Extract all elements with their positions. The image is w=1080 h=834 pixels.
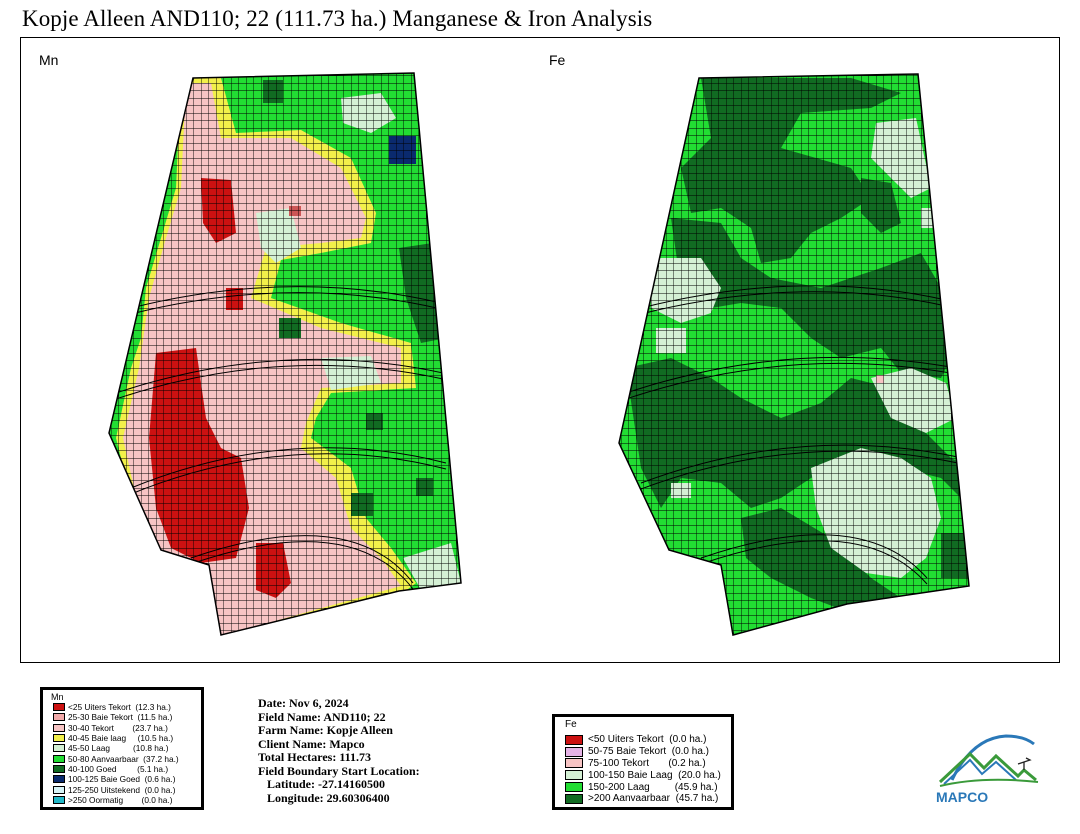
mn-legend-item: 40-100 Goed (5.1 ha.) xyxy=(53,764,179,774)
mn-swatch xyxy=(53,754,65,763)
fe-swatch xyxy=(565,746,583,757)
info-latitude: Latitude: -27.14160500 xyxy=(258,777,385,791)
mn-field-boundary xyxy=(108,72,462,636)
mn-legend-rows: <25 Uiters Tekort (12.3 ha.) 25-30 Baie … xyxy=(53,702,179,805)
info-total-hectares: Total Hectares: 111.73 xyxy=(258,750,371,764)
page-title: Kopje Alleen AND110; 22 (111.73 ha.) Man… xyxy=(22,6,653,31)
info-boundary-start: Field Boundary Start Location: xyxy=(258,763,420,778)
fe-swatch xyxy=(565,734,583,745)
mn-legend: Mn <25 Uiters Tekort (12.3 ha.) 25-30 Ba… xyxy=(40,687,204,810)
fe-legend-item: 50-75 Baie Tekort (0.0 ha.) xyxy=(565,746,721,758)
info-field-name: Field Name: AND110; 22 xyxy=(258,709,386,724)
mn-map xyxy=(108,72,970,636)
fe-legend-item: 150-200 Laag (45.9 ha.) xyxy=(565,781,721,793)
fe-swatch xyxy=(565,758,583,769)
mn-swatch xyxy=(53,713,65,722)
mn-swatch xyxy=(53,744,65,753)
mn-legend-item: 50-80 Aanvaarbaar (37.2 ha.) xyxy=(53,753,179,764)
mn-swatch xyxy=(53,734,65,743)
fe-swatch xyxy=(565,782,583,793)
fe-legend-item: 75-100 Tekort (0.2 ha.) xyxy=(565,758,721,770)
mn-legend-item: <25 Uiters Tekort (12.3 ha.) xyxy=(53,702,179,712)
mn-swatch xyxy=(53,764,65,773)
fe-field-boundary xyxy=(618,73,970,636)
mn-legend-item: 25-30 Baie Tekort (11.5 ha.) xyxy=(53,712,179,722)
info-longitude: Longitude: 29.60306400 xyxy=(258,790,390,805)
mn-legend-item: 30-40 Tekort (23.7 ha.) xyxy=(53,723,179,733)
fe-legend-item: 100-150 Baie Laag (20.0 ha.) xyxy=(565,769,721,781)
fe-swatch xyxy=(565,793,583,804)
mn-swatch xyxy=(53,775,65,784)
mn-legend-item: >250 Oormatig (0.0 ha.) xyxy=(53,795,179,805)
fe-legend: Fe <50 Uiters Tekort (0.0 ha.) 50-75 Bai… xyxy=(552,714,734,810)
fe-tramlines xyxy=(625,285,964,585)
mn-legend-item: 45-50 Laag (10.8 ha.) xyxy=(53,743,179,753)
fe-legend-rows: <50 Uiters Tekort (0.0 ha.) 50-75 Baie T… xyxy=(565,734,721,805)
fe-legend-item: >200 Aanvaarbaar (45.7 ha.) xyxy=(565,793,721,805)
fe-map-label: Fe xyxy=(549,52,566,68)
mn-legend-item: 100-125 Baie Goed (0.6 ha.) xyxy=(53,774,179,784)
mn-legend-item: 125-250 Uitstekend (0.0 ha.) xyxy=(53,784,179,795)
mn-tramlines xyxy=(115,286,447,590)
fe-zones xyxy=(619,74,969,635)
fe-swatch xyxy=(565,770,583,781)
mn-map-label: Mn xyxy=(39,52,59,68)
mn-zones xyxy=(109,73,461,635)
field-info: Date: Nov 6, 2024 Field Name: AND110; 22… xyxy=(258,696,420,805)
fe-legend-title: Fe xyxy=(565,719,577,730)
info-client-name: Client Name: Mapco xyxy=(258,736,365,751)
mn-swatch xyxy=(53,785,65,794)
logo-windmill-icon xyxy=(1017,757,1032,770)
logo-text: MAPCO xyxy=(936,789,988,805)
mn-swatch xyxy=(53,795,65,804)
mapco-logo: MAPCO xyxy=(936,734,1039,805)
info-farm-name: Farm Name: Kopje Alleen xyxy=(258,723,393,737)
info-date: Date: Nov 6, 2024 xyxy=(258,696,349,710)
map-frame: Mn Fe xyxy=(20,37,1060,663)
mn-legend-title: Mn xyxy=(51,692,64,702)
mn-swatch xyxy=(53,723,65,732)
fe-legend-item: <50 Uiters Tekort (0.0 ha.) xyxy=(565,734,721,746)
mn-legend-item: 40-45 Baie laag (10.5 ha.) xyxy=(53,733,179,743)
mn-swatch xyxy=(53,703,65,712)
